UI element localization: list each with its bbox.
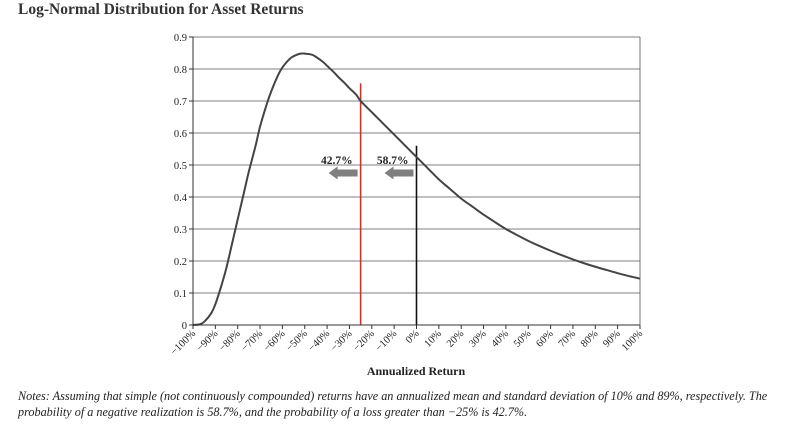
- marker-lines: [359, 83, 418, 325]
- left-arrow: [384, 166, 414, 180]
- x-tick-label: −40%: [307, 328, 333, 354]
- x-tick-label: 100%: [620, 328, 645, 353]
- axes: [192, 37, 641, 326]
- x-tick-label: −30%: [329, 328, 355, 354]
- y-tick-label: 0: [182, 321, 187, 332]
- left-arrow: [328, 166, 358, 180]
- x-tick-label: 40%: [490, 328, 512, 350]
- x-tick-label: 80%: [579, 328, 601, 350]
- y-tick-label: 0.1: [174, 289, 187, 300]
- chart-area: 42.7% 58.7% 0 0.1 0.2 0.3 0.4 0.5 0.6 0.7 0.8 0.9 −…: [169, 33, 645, 378]
- y-tick-label: 0.9: [174, 33, 187, 44]
- x-tick-label: −50%: [284, 328, 310, 354]
- chart-title: Log-Normal Distribution for Asset Return…: [18, 1, 304, 18]
- marker-arrows: 42.7% 58.7%: [321, 155, 414, 180]
- marker-label: 42.7%: [321, 155, 353, 167]
- x-tick-label: 0%: [404, 328, 422, 346]
- x-tick-label: 20%: [445, 328, 467, 350]
- y-tick-label: 0.6: [174, 129, 187, 140]
- x-tick-label: −20%: [351, 328, 377, 354]
- chart-notes: Notes: Assuming that simple (not continu…: [18, 389, 768, 419]
- x-tick-label: 60%: [534, 328, 556, 350]
- y-tick-label: 0.8: [174, 65, 187, 76]
- y-tick-label: 0.7: [174, 97, 187, 108]
- x-tick-label: −70%: [240, 328, 266, 354]
- y-tick-label: 0.3: [174, 225, 187, 236]
- x-tick-label: 30%: [467, 328, 489, 350]
- x-axis-title: Annualized Return: [367, 364, 466, 378]
- x-tick-label: 70%: [557, 328, 579, 350]
- x-tick-label: −80%: [217, 328, 243, 354]
- tick-labels: 0 0.1 0.2 0.3 0.4 0.5 0.6 0.7 0.8 0.9 −100%−90%−80…: [169, 33, 645, 358]
- x-tick-label: −10%: [374, 328, 400, 354]
- marker-label: 58.7%: [377, 155, 409, 167]
- x-tick-label: 50%: [512, 328, 534, 350]
- density-curve: [192, 52, 641, 326]
- x-tick-label: 10%: [423, 328, 445, 350]
- x-tick-label: −100%: [169, 328, 198, 357]
- x-tick-label: −90%: [195, 328, 221, 354]
- y-tick-label: 0.4: [174, 193, 188, 204]
- y-tick-label: 0.2: [174, 257, 187, 268]
- y-tick-label: 0.5: [174, 161, 187, 172]
- axis-ticks: [189, 36, 641, 329]
- x-tick-label: −60%: [262, 328, 288, 354]
